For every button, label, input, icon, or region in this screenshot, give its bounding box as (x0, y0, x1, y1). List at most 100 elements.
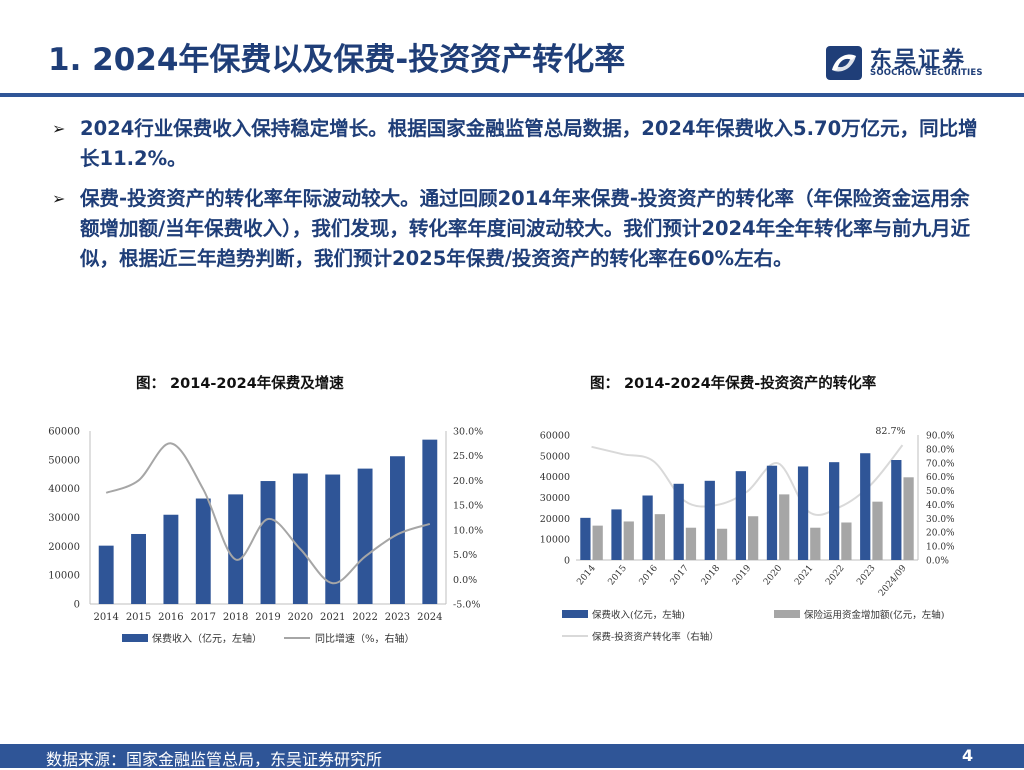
chart2-yright-tick: 10.0% (926, 543, 955, 553)
chart2-x-tick: 2021 (793, 564, 815, 588)
chart1-x-tick: 2014 (93, 612, 118, 623)
chart2-yright-tick: 50.0% (926, 487, 955, 497)
chart2-premium-bar (673, 483, 684, 560)
chart2-x-tick: 2018 (700, 563, 723, 587)
chart2-premium-bar (829, 462, 840, 560)
chart1-yleft-tick: 30000 (48, 513, 80, 524)
chart1-x-tick: 2020 (288, 612, 313, 623)
chart2-premium-bar (735, 471, 746, 560)
chart2-yleft-tick: 60000 (540, 431, 570, 442)
chart1-legend-line-label: 同比增速（%，右轴） (315, 632, 415, 645)
bullet-list: ➢ 2024行业保费收入保持稳定增长。根据国家金融监管总局数据，2024年保费收… (52, 114, 982, 284)
logo-text-cn: 东吴证券 (870, 48, 967, 73)
chart2-investment-bar (654, 514, 665, 560)
chart2-investment-bar (685, 527, 697, 560)
chart1-yright-tick: 10.0% (453, 525, 483, 536)
chart1-x-tick: 2015 (126, 612, 151, 623)
chart2-investment-bar (716, 528, 728, 560)
chart2-legend-investment-label: 保险运用资金增加额(亿元，左轴) (804, 609, 944, 621)
footer-bar (0, 744, 1024, 768)
chart2-x-tick: 2022 (824, 564, 846, 588)
chart2-conversion-line (591, 444, 904, 516)
chart2-yright-tick: 40.0% (926, 501, 955, 511)
bullet-arrow-icon: ➢ (52, 119, 66, 138)
chart1-bar (131, 533, 146, 604)
chart2-premium-bar (580, 517, 591, 560)
chart1-yleft-tick: 60000 (48, 427, 80, 438)
chart1-bar (98, 545, 114, 604)
chart2-x-tick: 2023 (855, 563, 878, 587)
chart2-yright-tick: 90.0% (926, 432, 955, 442)
bullet-text: 保费-投资资产的转化率年际波动较大。通过回顾2014年来保费-投资资产的转化率（… (80, 187, 971, 270)
chart2-investment-bar (779, 494, 790, 560)
bullet-item: ➢ 保费-投资资产的转化率年际波动较大。通过回顾2014年来保费-投资资产的转化… (52, 184, 982, 274)
logo-text-en: SOOCHOW SECURITIES (870, 68, 983, 78)
chart1-bar (292, 473, 308, 604)
chart1-x-tick: 2021 (320, 612, 345, 623)
chart2-yleft-tick: 0 (564, 556, 570, 567)
chart2-yright-tick: 20.0% (926, 529, 955, 539)
chart2-premium-bar (642, 495, 653, 560)
source-note: 数据来源：国家金融监管总局，东吴证券研究所 (46, 750, 383, 769)
chart2-yleft-tick: 20000 (540, 514, 570, 525)
chart2-yleft-tick: 50000 (540, 451, 570, 462)
chart1-x-tick: 2018 (223, 612, 248, 623)
chart1-yright-tick: 25.0% (453, 451, 483, 462)
chart2-legend-premium-swatch (562, 610, 588, 618)
chart1-x-tick: 2024 (417, 612, 442, 623)
page-number: 4 (962, 746, 974, 765)
chart1-bar (422, 439, 438, 604)
chart1-bar (325, 474, 341, 604)
chart1-bar (195, 498, 211, 604)
chart1-growth-line (105, 442, 431, 585)
chart2-investment-bar (592, 525, 603, 560)
chart2-yright-tick: 30.0% (926, 515, 955, 525)
chart1-bar (357, 468, 373, 604)
chart2-premium-bar (891, 460, 902, 560)
chart1-x-tick: 2022 (352, 612, 377, 623)
chart1-x-tick: 2017 (191, 612, 216, 623)
chart1-yright-tick: 30.0% (453, 427, 483, 438)
chart2-investment-bar (623, 521, 634, 560)
chart1-yright-tick: 20.0% (453, 476, 483, 487)
chart-premium-growth: 0 10000 20000 30000 40000 50000 60000 -5.0% 0.0%… (48, 427, 483, 646)
chart2-premium-bar (797, 466, 809, 560)
chart1-yleft-tick: 0 (74, 600, 80, 611)
chart2-investment-bar (872, 501, 883, 560)
chart2-yleft-tick: 10000 (540, 535, 570, 546)
chart2-yright-tick: 60.0% (926, 473, 955, 483)
chart2-x-tick: 2015 (607, 563, 630, 587)
chart1-yright-tick: 15.0% (453, 501, 483, 512)
company-logo: 东吴证券 SOOCHOW SECURITIES (826, 44, 986, 82)
chart1-bar (390, 456, 405, 604)
soochow-logo-icon (826, 46, 862, 80)
chart2-x-tick: 2019 (731, 563, 754, 587)
chart2-title: 图： 2014-2024年保费-投资资产的转化率 (590, 376, 877, 392)
chart2-investment-bar (903, 477, 914, 560)
chart1-yleft-tick: 40000 (48, 484, 80, 495)
chart2-investment-bar (841, 522, 852, 560)
chart1-bar (163, 514, 179, 604)
bullet-text: 2024行业保费收入保持稳定增长。根据国家金融监管总局数据，2024年保费收入5… (80, 117, 978, 170)
chart2-x-tick: 2014 (575, 563, 598, 587)
chart1-bar (228, 494, 244, 604)
chart2-investment-bar (810, 527, 821, 560)
chart2-premium-bar (611, 509, 622, 560)
chart1-x-tick: 2023 (385, 612, 410, 623)
chart2-x-tick: 2016 (638, 563, 661, 587)
chart2-yright-tick: 70.0% (926, 459, 955, 469)
chart2-yleft-tick: 30000 (540, 493, 570, 504)
chart1-bar (260, 481, 276, 604)
chart2-yleft-tick: 40000 (540, 472, 570, 483)
chart-conversion-rate: 0 10000 20000 30000 40000 50000 60000 0.0% 10.0%… (540, 426, 955, 643)
chart2-premium-bar (860, 453, 871, 560)
chart1-yleft-tick: 50000 (48, 455, 80, 466)
bullet-item: ➢ 2024行业保费收入保持稳定增长。根据国家金融监管总局数据，2024年保费收… (52, 114, 982, 174)
chart1-title: 图： 2014-2024年保费及增速 (136, 376, 344, 392)
chart1-legend-bar-label: 保费收入（亿元，左轴） (152, 632, 262, 645)
chart2-annotation: 82.7% (875, 426, 905, 437)
chart2-x-tick: 2020 (762, 563, 785, 587)
chart1-yleft-tick: 10000 (48, 571, 80, 582)
chart2-x-tick: 2024/09 (877, 563, 909, 598)
chart1-x-tick: 2019 (255, 612, 280, 623)
